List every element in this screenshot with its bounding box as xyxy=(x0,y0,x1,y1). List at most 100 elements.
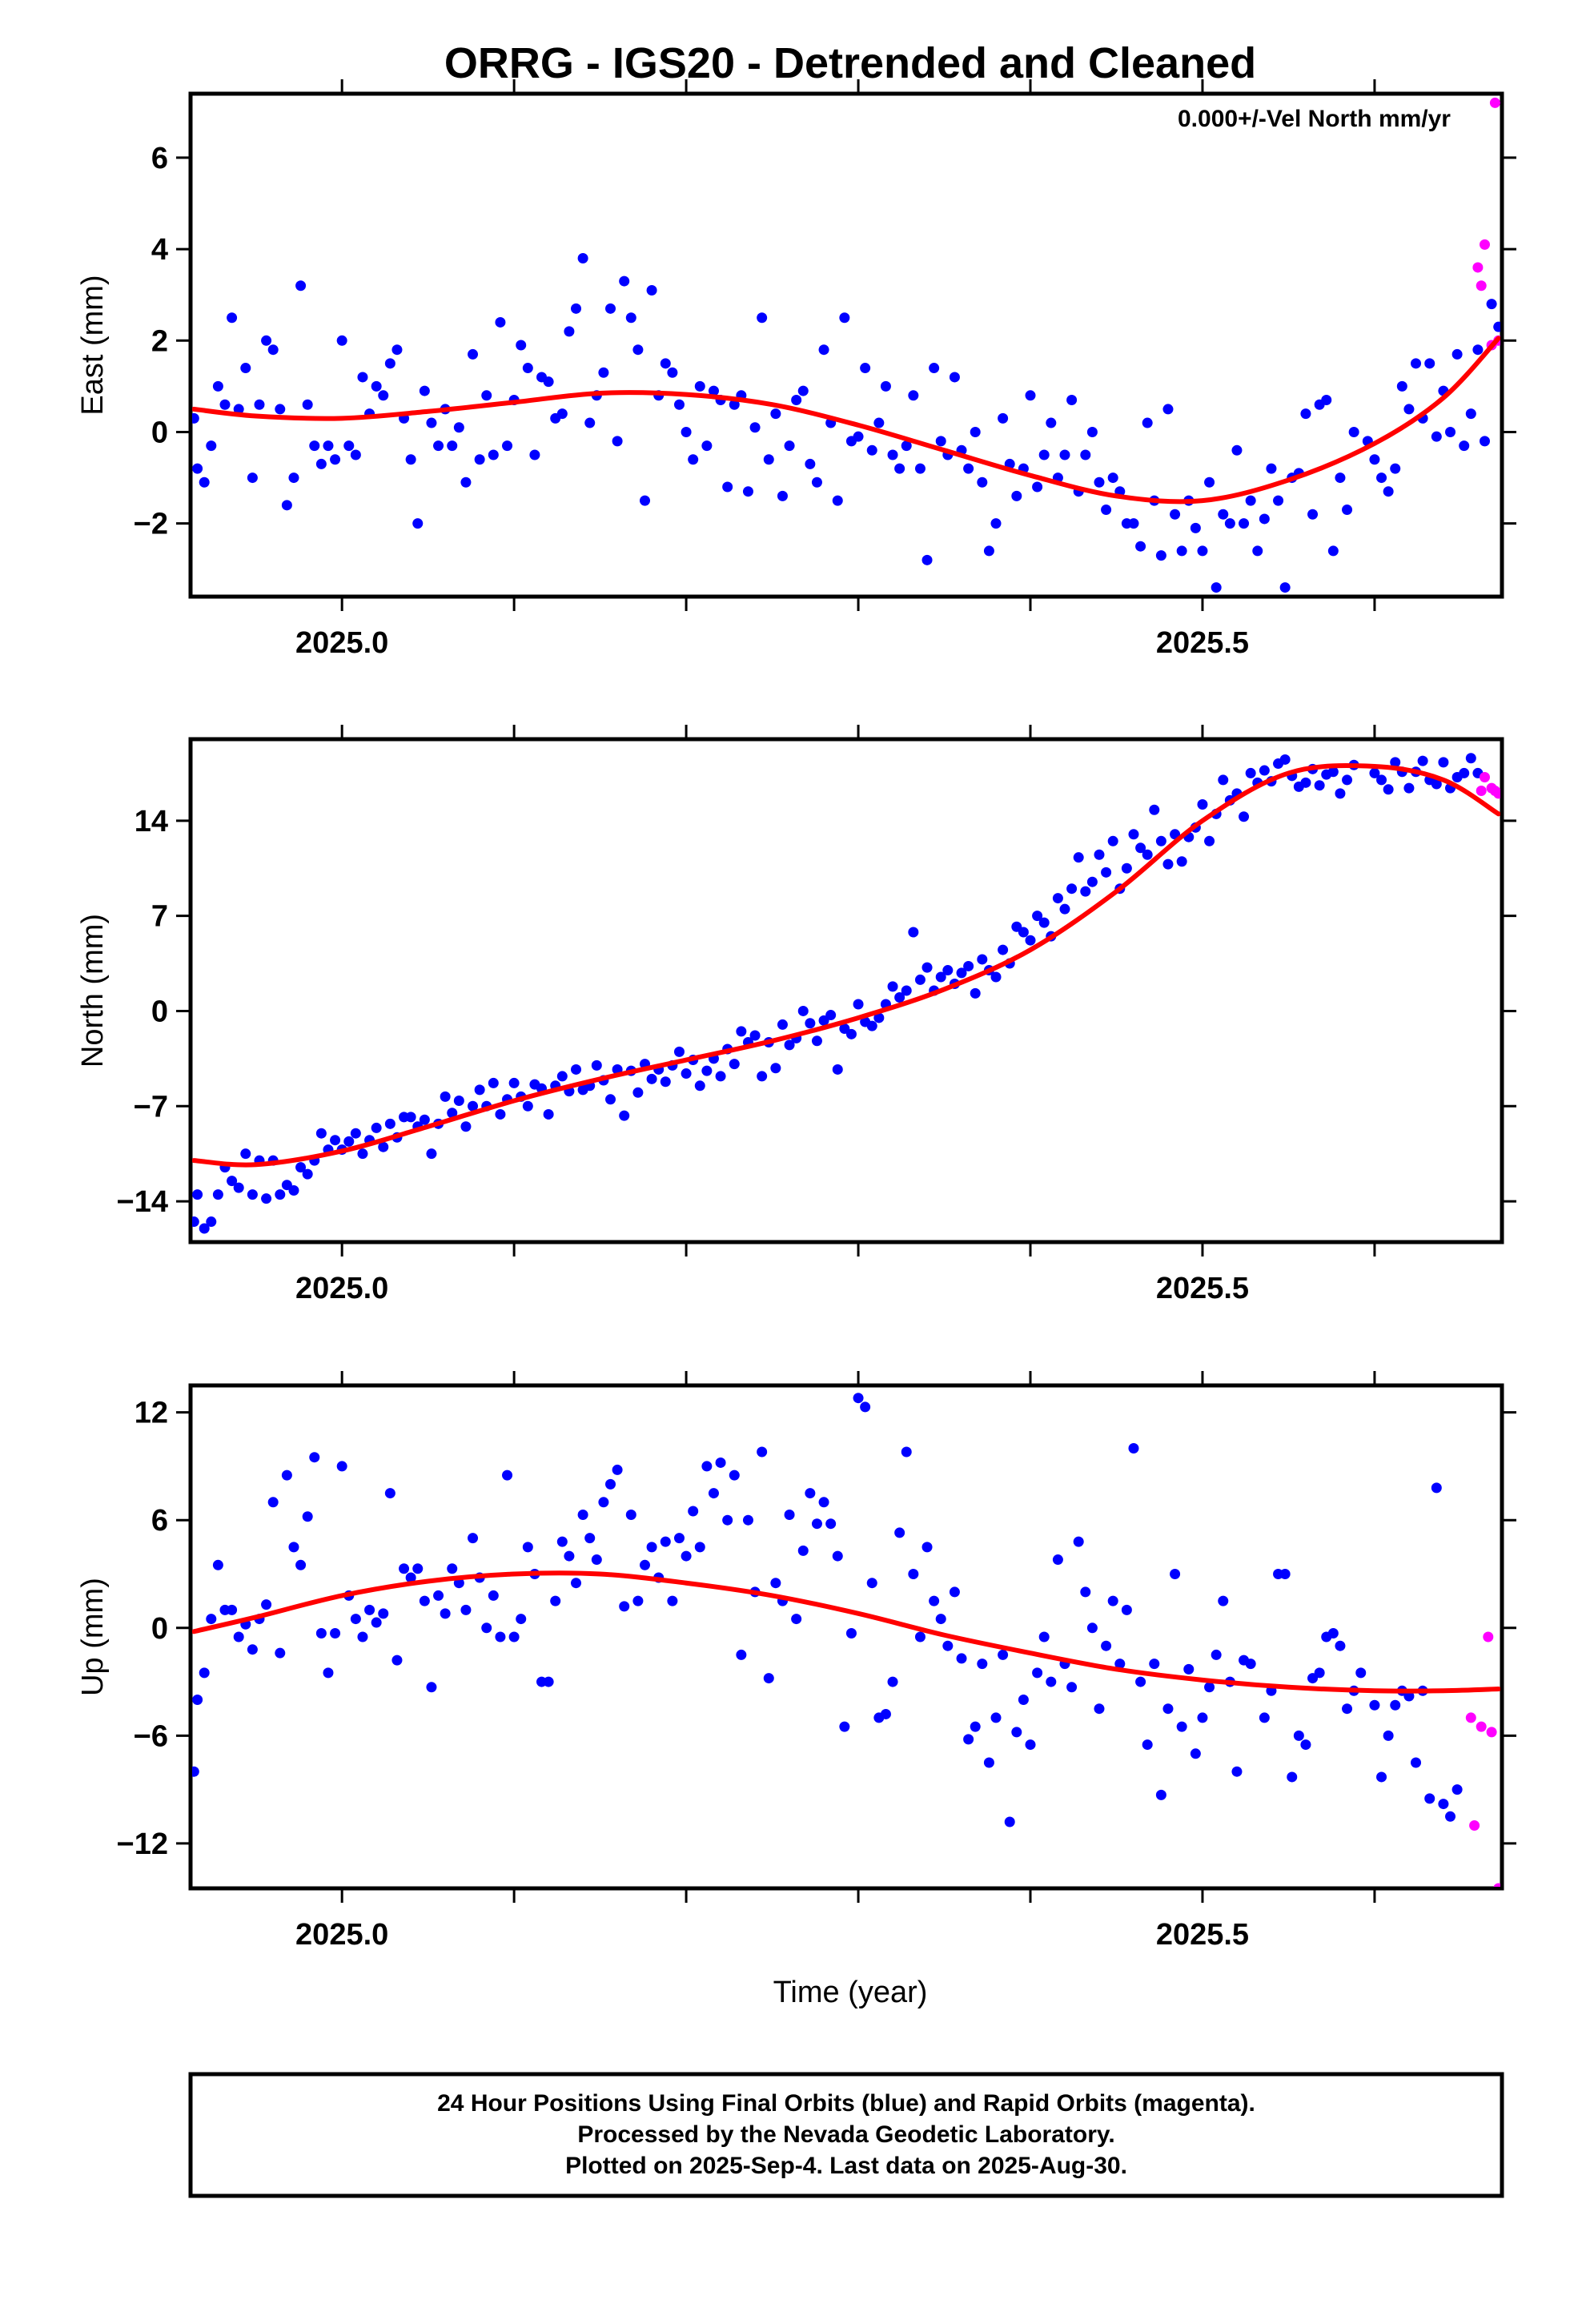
up-final-point xyxy=(247,1644,258,1655)
north-final-point xyxy=(749,1030,761,1041)
east-final-point xyxy=(1369,454,1380,465)
chart-title: ORRG - IGS20 - Detrended and Cleaned xyxy=(444,39,1256,87)
east-final-point xyxy=(914,463,926,474)
up-final-point xyxy=(481,1622,492,1634)
east-final-point xyxy=(805,458,816,469)
up-final-point xyxy=(275,1647,286,1659)
north-final-point xyxy=(405,1112,416,1123)
up-final-point xyxy=(564,1550,575,1562)
east-final-point xyxy=(1431,431,1442,442)
north-final-point xyxy=(1032,911,1043,922)
up-final-point xyxy=(791,1614,802,1625)
up-final-point xyxy=(1327,1628,1339,1639)
east-final-point xyxy=(275,404,286,415)
up-final-point xyxy=(956,1653,967,1664)
east-final-point xyxy=(811,476,822,488)
north-final-point xyxy=(605,1094,616,1105)
east-final-point xyxy=(970,426,981,437)
up-final-point xyxy=(639,1559,650,1570)
up-final-point xyxy=(1204,1682,1215,1693)
north-final-point xyxy=(1390,757,1401,768)
east-final-point xyxy=(1327,545,1339,557)
up-final-point xyxy=(1403,1691,1415,1702)
north-final-point xyxy=(894,991,905,1003)
north-final-point xyxy=(378,1141,389,1152)
east-final-point xyxy=(673,399,685,410)
up-final-point xyxy=(914,1631,926,1642)
up-final-point xyxy=(440,1608,451,1619)
north-final-point xyxy=(543,1108,554,1120)
north-x-tick-label: 2025.5 xyxy=(1156,1272,1249,1305)
north-final-point xyxy=(1459,767,1470,778)
east-final-point xyxy=(1245,495,1256,506)
east-final-point xyxy=(219,399,231,410)
up-final-point xyxy=(399,1563,410,1574)
up-final-point xyxy=(660,1536,671,1547)
up-final-point xyxy=(1287,1771,1298,1783)
north-panel: 2025.0 2025.5 −14 −7 0 7 14 North (mm) xyxy=(76,725,1516,1305)
east-final-point xyxy=(460,476,472,488)
up-final-point xyxy=(543,1676,554,1687)
east-final-point xyxy=(1459,440,1470,452)
north-final-point xyxy=(1176,856,1187,867)
up-final-point xyxy=(302,1511,313,1522)
east-final-point xyxy=(288,472,299,484)
east-final-point xyxy=(309,440,320,452)
up-final-point xyxy=(1383,1730,1394,1741)
north-final-point xyxy=(1369,767,1380,778)
up-final-point xyxy=(681,1550,692,1562)
east-final-point xyxy=(405,454,416,465)
up-final-point xyxy=(1176,1721,1187,1732)
east-final-point xyxy=(1101,505,1112,516)
east-final-point xyxy=(254,399,265,410)
east-final-point xyxy=(227,312,238,324)
up-final-point xyxy=(742,1514,753,1526)
up-final-point xyxy=(550,1595,561,1606)
up-final-point xyxy=(1032,1667,1043,1679)
north-final-point xyxy=(866,1020,877,1031)
east-final-point xyxy=(1266,463,1277,474)
north-final-point xyxy=(1018,927,1029,938)
north-final-point xyxy=(1101,866,1112,878)
up-final-point xyxy=(261,1599,272,1610)
up-final-point xyxy=(412,1563,424,1574)
east-final-point xyxy=(315,458,327,469)
up-final-point xyxy=(632,1595,644,1606)
up-plot-frame xyxy=(188,1383,1504,1891)
north-final-point xyxy=(343,1136,355,1147)
up-final-point xyxy=(281,1470,292,1481)
north-final-point xyxy=(673,1046,685,1057)
north-final-point xyxy=(1135,842,1146,854)
up-final-point xyxy=(970,1721,981,1732)
up-final-point xyxy=(1183,1663,1195,1675)
east-panel: 2025.0 2025.5 −2 0 2 4 6 East (mm) xyxy=(76,79,1516,660)
east-rapid-point xyxy=(1480,239,1491,250)
east-final-point xyxy=(935,436,946,447)
east-y-tick-label: 2 xyxy=(151,324,168,358)
up-final-point xyxy=(1114,1659,1126,1670)
east-final-point xyxy=(529,449,540,460)
north-final-point xyxy=(240,1148,251,1160)
up-final-point xyxy=(1155,1789,1166,1800)
east-final-point xyxy=(1128,518,1139,529)
east-final-point xyxy=(206,440,217,452)
east-final-point xyxy=(729,399,740,410)
up-final-point xyxy=(1390,1699,1401,1711)
up-final-point xyxy=(508,1631,520,1642)
east-final-point xyxy=(694,380,705,392)
up-final-point xyxy=(391,1655,403,1666)
up-final-point xyxy=(591,1554,602,1566)
north-final-point xyxy=(777,1019,788,1030)
up-final-point xyxy=(447,1563,458,1574)
east-final-point xyxy=(357,372,368,383)
north-final-point xyxy=(832,1063,843,1075)
north-final-point xyxy=(522,1100,533,1112)
north-final-point xyxy=(998,944,1009,955)
east-final-point xyxy=(1300,408,1311,420)
east-final-point xyxy=(866,444,877,456)
east-final-point xyxy=(330,454,341,465)
up-final-point xyxy=(371,1617,382,1628)
east-final-point xyxy=(1396,380,1407,392)
up-fit-curve xyxy=(192,1570,1500,1694)
up-final-point xyxy=(336,1461,347,1472)
